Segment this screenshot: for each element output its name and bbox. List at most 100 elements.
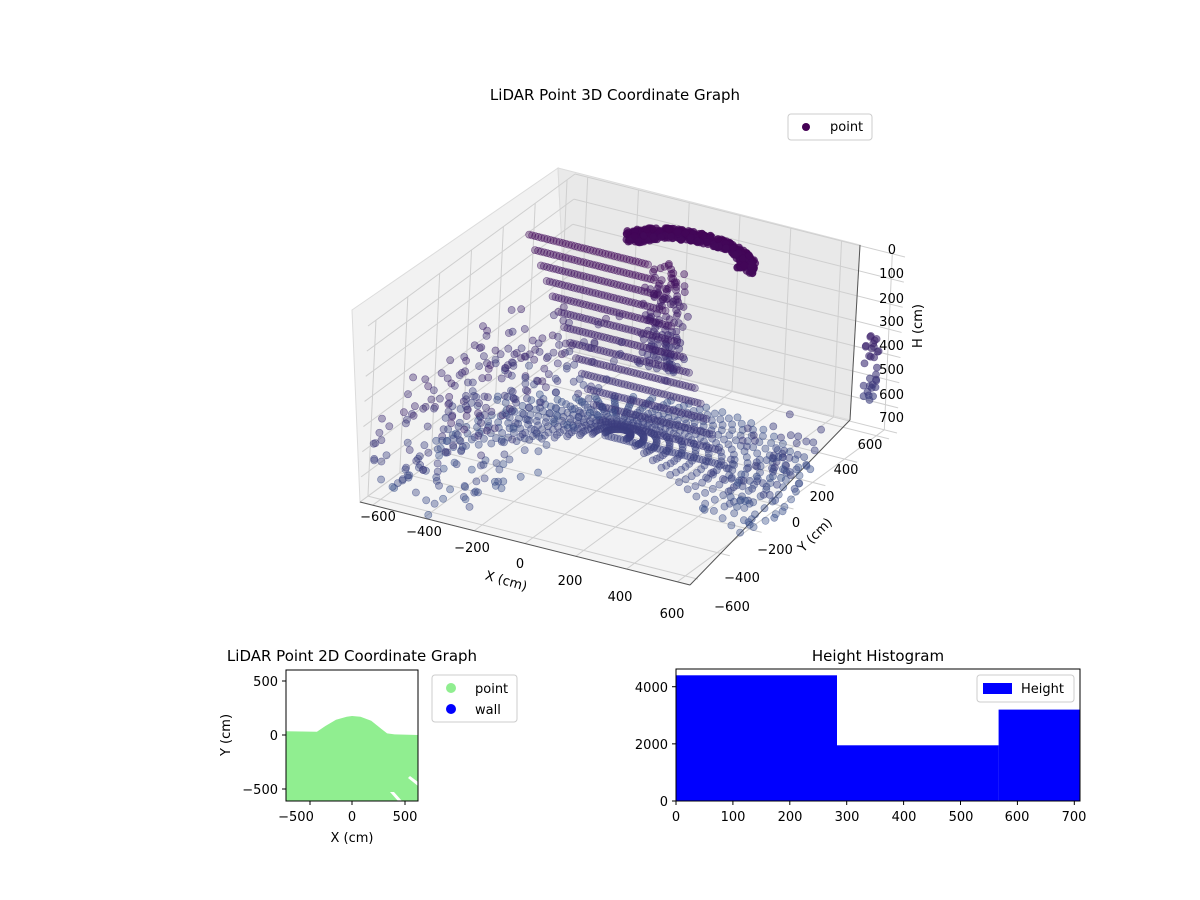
point-marker [520,434,529,443]
point-marker [669,364,678,373]
wall-gap-strip [408,776,418,786]
point-marker [638,412,647,421]
point-marker [528,231,537,240]
point-marker [661,320,670,329]
point-marker [586,408,594,417]
point-marker [501,364,509,372]
point-marker [370,456,379,465]
point-marker [748,269,757,277]
point-marker [402,463,410,472]
point-marker [474,409,482,418]
point-marker [585,259,594,268]
point-marker [773,480,781,489]
point-marker [809,438,818,447]
point-marker [578,397,586,406]
point-marker [525,361,533,370]
point-marker [575,327,584,336]
point-marker [579,286,588,295]
point-marker [792,465,801,474]
histogram-bar [837,745,999,801]
point-marker [703,237,711,246]
point-marker [667,336,676,345]
point-marker [708,484,717,493]
x-tick-label: 400 [608,590,633,605]
point-marker [484,373,493,382]
point-marker [650,402,659,410]
point-marker [579,258,588,267]
point-marker [651,346,660,355]
point-marker [613,280,621,289]
point-marker [668,328,676,336]
point-marker [369,439,378,448]
point-marker [673,337,682,346]
point-marker [616,281,624,290]
point-marker [405,446,414,454]
point-marker [724,487,733,496]
point-marker [691,482,700,490]
point-marker [662,419,671,427]
point-marker [639,329,648,338]
point-marker [648,456,657,465]
point-marker [666,405,674,414]
point-marker [543,235,552,244]
point-marker [636,356,645,365]
point-marker [725,499,734,508]
point-marker [630,327,639,335]
point-marker [593,331,602,340]
point-marker [614,378,623,387]
point-marker [630,231,639,240]
point-marker [582,259,591,267]
point-marker [534,246,542,255]
point-marker [649,331,657,340]
point-marker [602,361,611,370]
z-tick-labels-3d: 0 100 200 300 400 500 600 700 [879,243,904,426]
point-marker [681,475,690,484]
point-marker [606,334,614,343]
point-marker [678,422,686,431]
point-marker [664,261,673,270]
point-marker [665,447,674,456]
point-marker [761,444,770,453]
point-marker [414,463,423,472]
point-marker [637,314,645,323]
point-marker [654,374,663,383]
legend-hist-box [976,674,1075,703]
point-marker [664,349,672,358]
point-marker [575,355,583,363]
point-marker [430,499,439,508]
point-marker [622,255,631,263]
point-marker [644,428,653,437]
point-marker [643,302,652,311]
point-marker [795,471,804,480]
point-marker [708,434,717,443]
point-marker [768,464,776,473]
point-marker [573,270,582,279]
plot-frame-hist [675,668,1081,802]
point-marker [607,433,616,441]
point-marker [557,350,566,359]
point-marker [604,404,613,413]
z-tick-label: 100 [879,267,904,282]
point-marker [532,429,541,438]
point-marker [509,361,518,370]
point-marker [495,465,504,474]
histogram-bar [676,675,837,801]
point-marker [511,395,520,404]
point-marker [790,484,799,493]
point-marker [590,339,599,348]
point-marker [759,425,768,434]
point-marker [594,411,602,420]
point-marker [630,368,638,377]
point-marker [657,233,665,241]
point-marker [558,253,567,261]
point-marker [588,288,597,297]
point-marker [572,326,581,335]
point-marker [769,422,778,431]
point-marker [620,408,628,417]
point-marker [624,353,632,362]
point-marker [558,239,567,247]
histogram-x-tick-labels: 0 100 200 300 400 500 600 700 [672,810,1087,825]
point-marker [631,257,640,266]
point-marker [556,428,564,437]
point-marker [581,356,590,365]
